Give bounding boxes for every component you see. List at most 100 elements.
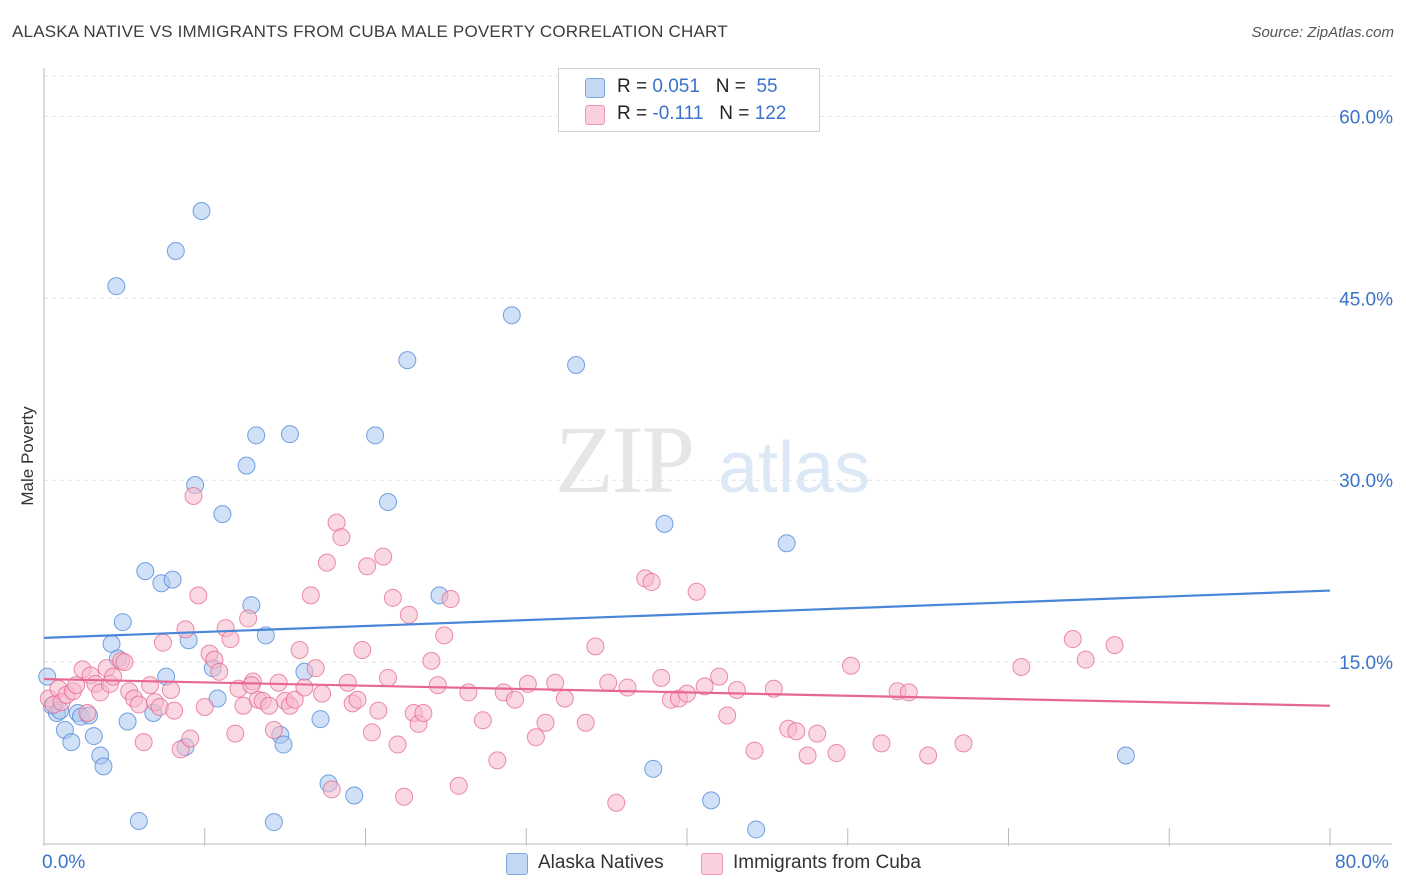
legend-r-label: R = [617,103,648,124]
data-point [242,676,261,695]
watermark-zip: ZIP [555,406,693,513]
legend-n-value: 122 [754,103,787,124]
correlation-legend: R = 0.051 N = 55 R = -0.111 N = 122 [558,68,820,132]
data-point [192,201,211,220]
data-point [459,683,478,702]
data-point [107,277,126,296]
data-point [787,722,806,741]
legend-r-label: R = [617,76,648,97]
data-point [576,713,595,732]
axes [43,68,1392,845]
y-axis-label: Male Poverty [18,406,37,506]
data-point [260,696,279,715]
data-point [129,695,148,714]
data-point [184,486,203,505]
data-point [764,679,783,698]
data-point [165,701,184,720]
data-point [473,711,492,730]
data-point [348,690,367,709]
data-point [727,680,746,699]
data-point [899,683,918,702]
data-point [239,609,258,628]
data-point [176,620,195,639]
data-point [718,706,737,725]
data-point [687,582,706,601]
legend-swatch-alaska-natives [585,78,605,98]
data-point [317,553,336,572]
data-point [872,734,891,753]
data-point [1076,650,1095,669]
data-point [827,744,846,763]
y-tick-label: 15.0% [1339,653,1393,674]
data-point [536,713,555,732]
data-point [311,710,330,729]
data-point [369,701,388,720]
data-point [388,735,407,754]
bottom-legend-swatch-immigrants-from-cuba [701,853,723,875]
data-point [379,668,398,687]
data-point [435,626,454,645]
data-point [505,690,524,709]
data-point [954,734,973,753]
data-point [332,528,351,547]
bottom-legend-label-alaska-natives: Alaska Natives [538,852,664,873]
watermark: ZIP atlas [555,406,870,513]
data-point [166,241,185,260]
data-point [104,667,123,686]
data-point [264,721,283,740]
data-point [62,733,81,752]
data-point [208,689,227,708]
data-point [115,653,134,672]
data-point [747,820,766,839]
data-point [374,547,393,566]
data-point [655,514,674,533]
chart-title: ALASKA NATIVE VS IMMIGRANTS FROM CUBA MA… [12,22,728,41]
data-point [546,673,565,692]
data-point [113,613,132,632]
data-point [322,780,341,799]
data-point [399,605,418,624]
data-point [599,673,618,692]
data-point [1012,657,1031,676]
bottom-legend-swatch-alaska-natives [506,853,528,875]
data-point [841,656,860,675]
data-point [226,724,245,743]
data-point [338,673,357,692]
data-point [221,630,240,649]
data-point [163,570,182,589]
x-ticks [43,828,1331,846]
data-point [313,684,332,703]
data-point [353,640,372,659]
data-point [449,776,468,795]
data-point [195,697,214,716]
data-point [269,673,288,692]
series-immigrants-from-cuba-points [39,486,1124,812]
data-point [414,704,433,723]
data-point [136,562,155,581]
legend-swatch-immigrants-from-cuba [585,105,605,125]
data-point [134,733,153,752]
data-point [306,659,325,678]
data-point [301,586,320,605]
data-point [379,493,398,512]
data-point [710,667,729,686]
data-point [745,741,764,760]
data-point [395,787,414,806]
data-point [295,678,314,697]
legend-r-value: -0.111 [652,103,704,124]
data-point [358,557,377,576]
data-point [586,637,605,656]
y-tick-label: 60.0% [1339,107,1393,128]
data-point [642,573,661,592]
data-point [777,534,796,553]
data-point [366,426,385,445]
data-point [210,662,229,681]
data-point [422,651,441,670]
data-point [161,680,180,699]
legend-n-label: N = [715,76,746,97]
y-tick-label: 30.0% [1339,471,1393,492]
data-point [398,351,417,370]
data-point [280,425,299,444]
trend-line [43,677,1331,707]
data-point [919,746,938,765]
